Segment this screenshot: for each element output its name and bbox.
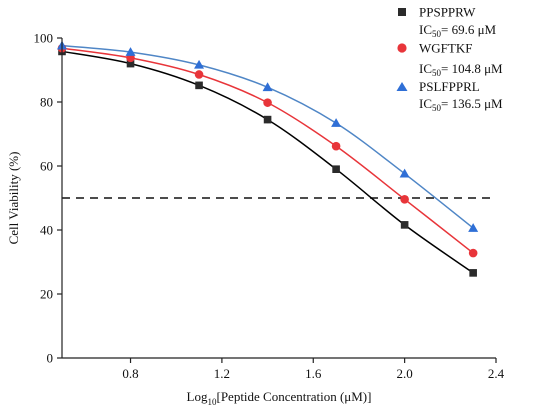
ic50-value: = 69.6 μM xyxy=(441,22,497,37)
data-point-ppspprw xyxy=(332,165,340,173)
x-tick-label: 0.8 xyxy=(122,366,138,381)
y-tick-label: 100 xyxy=(34,31,54,46)
data-point-pslfpprl xyxy=(399,168,410,178)
data-point-ppspprw xyxy=(263,115,272,124)
legend-entry-ppspprw: PPSPPRW IC50= 69.6 μM xyxy=(398,5,497,39)
legend-ic50-wgftkf: IC50= 104.8 μM xyxy=(419,61,503,78)
legend: PPSPPRW IC50= 69.6 μM WGFTKF IC50= 104.8… xyxy=(396,5,503,113)
data-point-wgftkf xyxy=(400,194,409,204)
ic50-subscript: 50 xyxy=(432,68,442,78)
legend-label-ppspprw: PPSPPRW xyxy=(419,5,476,20)
legend-ic50-pslfpprl: IC50= 136.5 μM xyxy=(419,96,503,113)
legend-label-pslfpprl: PSLFPPRL xyxy=(419,79,480,94)
ic50-value: = 104.8 μM xyxy=(441,61,503,76)
data-point-pslfpprl xyxy=(331,118,342,127)
x-axis-title-subscript: 10 xyxy=(207,397,217,407)
data-point-pslfpprl xyxy=(125,47,136,56)
x-axis-title: Log10[Peptide Concentration (μM)] xyxy=(187,389,372,407)
data-point-wgftkf xyxy=(468,248,478,258)
y-axis-title: Cell Viability (%) xyxy=(6,152,21,245)
data-point-wgftkf xyxy=(331,141,341,151)
x-axis-title-suffix: [Peptide Concentration (μM)] xyxy=(216,389,371,404)
series-line-wgftkf xyxy=(61,47,474,254)
y-tick-label: 80 xyxy=(40,95,53,110)
legend-entry-wgftkf: WGFTKF IC50= 104.8 μM xyxy=(397,41,503,78)
x-tick-label: 2.4 xyxy=(488,366,505,381)
legend-entry-pslfpprl: PSLFPPRL IC50= 136.5 μM xyxy=(396,79,503,113)
ic50-prefix: IC xyxy=(419,61,432,76)
x-tick-label: 2.0 xyxy=(397,366,413,381)
legend-label-wgftkf: WGFTKF xyxy=(419,41,472,56)
data-point-ppspprw xyxy=(195,81,203,90)
legend-marker-square xyxy=(398,8,406,16)
data-point-wgftkf xyxy=(194,70,204,79)
data-point-pslfpprl xyxy=(262,82,273,92)
ic50-prefix: IC xyxy=(419,96,432,111)
curve-layer xyxy=(61,44,474,274)
y-tick-label: 40 xyxy=(40,223,53,238)
ic50-value: = 136.5 μM xyxy=(441,96,503,111)
legend-marker-triangle xyxy=(396,82,408,91)
series-line-pslfpprl xyxy=(61,44,474,229)
ic50-prefix: IC xyxy=(419,22,432,37)
data-point-ppspprw xyxy=(469,269,477,277)
data-point-ppspprw xyxy=(126,59,135,68)
axes xyxy=(61,38,496,359)
data-point-pslfpprl xyxy=(194,59,205,69)
x-tick-label: 1.2 xyxy=(214,366,230,381)
data-point-ppspprw xyxy=(400,221,409,229)
y-tick-label: 20 xyxy=(40,287,53,302)
legend-ic50-ppspprw: IC50= 69.6 μM xyxy=(419,22,497,39)
x-tick-label: 1.6 xyxy=(305,366,322,381)
data-point-wgftkf xyxy=(263,98,272,107)
data-point-pslfpprl xyxy=(468,223,479,232)
ic50-subscript: 50 xyxy=(432,103,442,113)
x-axis-title-prefix: Log xyxy=(187,389,208,404)
y-tick-label: 60 xyxy=(40,159,53,174)
ic50-subscript: 50 xyxy=(432,29,442,39)
legend-marker-circle xyxy=(397,43,407,53)
point-layer xyxy=(57,40,479,277)
ticks: 0 20 40 60 80 100 0.8 1.2 1.6 2.0 2.4 xyxy=(34,31,505,382)
y-tick-label: 0 xyxy=(47,351,54,366)
